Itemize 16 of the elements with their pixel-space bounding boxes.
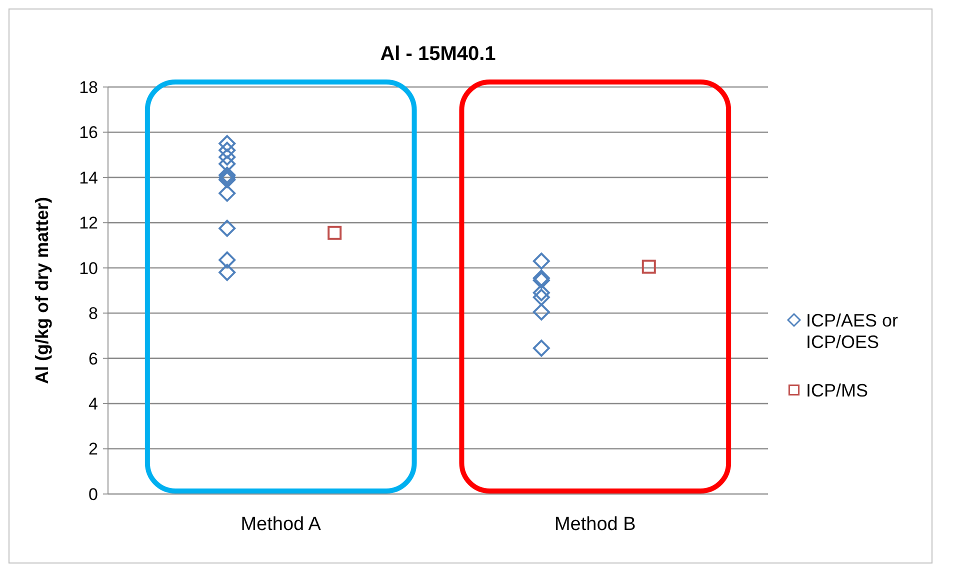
y-tick-label: 14 bbox=[79, 168, 98, 188]
y-tick-label: 6 bbox=[88, 349, 98, 368]
legend-label: ICP/MS bbox=[806, 380, 868, 400]
y-tick-label: 10 bbox=[79, 258, 98, 278]
y-tick-label: 12 bbox=[79, 214, 98, 233]
y-tick-label: 8 bbox=[88, 304, 98, 324]
y-axis-title: Al (g/kg of dry matter) bbox=[32, 196, 52, 384]
legend-label: ICP/AES or ICP/OES bbox=[806, 310, 898, 352]
y-tick-label: 4 bbox=[88, 394, 98, 414]
x-tick-label: Method A bbox=[240, 514, 322, 535]
y-tick-label: 0 bbox=[88, 484, 98, 504]
y-tick-label: 18 bbox=[79, 78, 98, 97]
y-tick-label: 16 bbox=[79, 123, 98, 142]
x-tick-label: Method B bbox=[554, 514, 636, 535]
chart-title: Al - 15M40.1 bbox=[380, 43, 496, 65]
y-tick-label: 2 bbox=[88, 440, 98, 459]
